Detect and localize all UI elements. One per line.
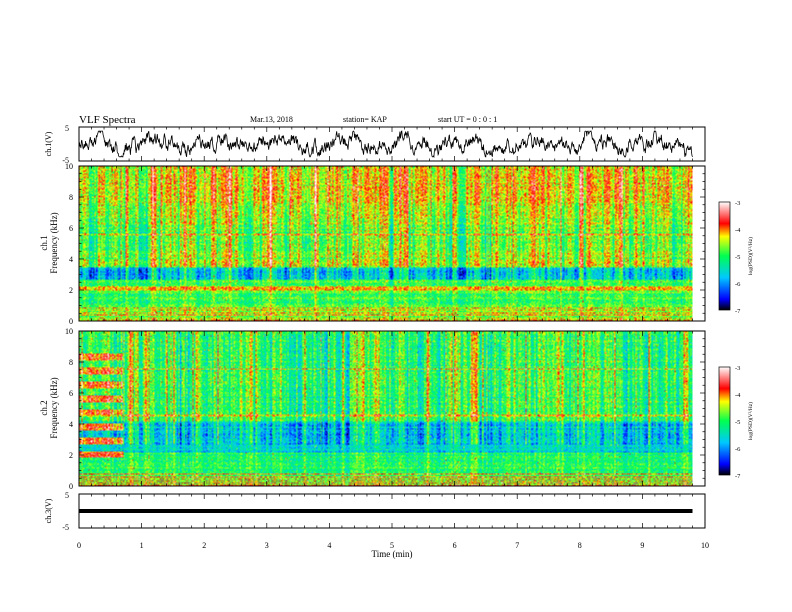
ch1-colorbar: -3 -4 -5 -6 -7 log(PSD)(V²/Hz): [718, 200, 754, 315]
ch2-spectrogram-panel: 0 2 4 6 8 10 ch.2 Frequency (kHz): [39, 327, 706, 491]
ch2-colorbar: -3 -4 -5 -6 -7 log(PSD)(V²/Hz): [718, 365, 754, 480]
ch3-ytick-bottom: -5: [62, 523, 69, 532]
ch2-spectrogram-ticks: 0 2 4 6 8 10: [65, 327, 706, 491]
ch1-spec-ytick-label: 0: [69, 317, 73, 326]
ch1-cbar-tick-m4: -4: [735, 227, 741, 234]
ch2-spectrogram-image: [79, 331, 693, 486]
x-tick-label: 4: [327, 541, 331, 550]
ch1-spec-ylabel-frequency: Frequency (kHz): [49, 212, 59, 273]
ch1-cbar-tick-m3: -3: [735, 200, 740, 207]
ch2-cbar-tick-m3: -3: [735, 365, 740, 372]
ch2-spec-ylabel-channel: ch.2: [39, 400, 49, 415]
ch2-colorbar-ramp: [718, 366, 731, 476]
ch2-cbar-tick-m6: -6: [735, 446, 741, 453]
ch2-spec-ytick-label: 2: [69, 451, 73, 460]
ch3-ytick-top: 5: [65, 491, 69, 500]
ch2-cbar-tick-m4: -4: [735, 392, 741, 399]
ch1-waveform-x-ticks: [78, 127, 706, 161]
x-tick-label: 9: [640, 541, 644, 550]
ch1-waveform-ylabel: ch.1(V): [44, 131, 53, 156]
ch1-spec-ytick-label: 10: [65, 162, 73, 171]
ch3-waveform-ylabel: ch.3(V): [44, 498, 53, 523]
ch1-spectrogram-panel: 0 2 4 6 8 10 ch.1 Frequency (kHz): [39, 162, 706, 326]
ch2-spec-ytick-label: 0: [69, 482, 73, 491]
ch2-spec-ylabel-frequency: Frequency (kHz): [49, 377, 59, 438]
ch1-spectrogram-ticks: 0 2 4 6 8 10: [65, 162, 706, 326]
header-station: station= KAP: [343, 115, 387, 124]
ch1-ytick-bottom: -5: [62, 156, 69, 165]
ch2-spec-ytick-label: 10: [65, 327, 73, 336]
x-tick-label: 6: [453, 541, 457, 550]
x-tick-label: 8: [578, 541, 582, 550]
ch1-spec-ytick-label: 6: [69, 224, 73, 233]
ch3-waveform-panel: 5 -5 ch.3(V): [44, 491, 706, 532]
x-tick-label: 7: [515, 541, 519, 550]
header-start-time: start UT = 0 : 0 : 1: [438, 115, 497, 124]
ch1-ytick-top: 5: [65, 124, 69, 133]
x-tick-label: 1: [140, 541, 144, 550]
ch1-spec-ylabel-channel: ch.1: [39, 235, 49, 250]
ch2-cbar-tick-m5: -5: [735, 419, 740, 426]
x-tick-label: 2: [202, 541, 206, 550]
ch1-waveform-line: [78, 130, 693, 159]
ch1-colorbar-label: log(PSD)(V²/Hz): [747, 237, 754, 275]
ch1-spec-ytick-label: 2: [69, 286, 73, 295]
ch2-cbar-tick-m7: -7: [735, 473, 741, 480]
ch1-cbar-tick-m7: -7: [735, 308, 741, 315]
x-tick-label: 5: [390, 541, 394, 550]
x-tick-label: 3: [265, 541, 269, 550]
ch1-waveform-panel: 5 -5 ch.1(V): [44, 124, 706, 165]
ch1-spec-ytick-label: 8: [69, 193, 73, 202]
ch1-cbar-tick-m5: -5: [735, 254, 740, 261]
x-tick-label: 10: [701, 541, 709, 550]
ch1-spectrogram-image: [79, 166, 693, 321]
ch3-waveform-x-ticks: [78, 494, 706, 528]
ch1-spec-ytick-label: 4: [69, 255, 73, 264]
figure-title: VLF Spectra: [79, 114, 136, 126]
header-date: Mar.13, 2018: [250, 115, 293, 124]
ch2-spec-ytick-label: 8: [69, 358, 73, 367]
ch1-waveform-series: [78, 130, 693, 159]
x-axis-tick-labels: 0 1 2 3 4 5 6 7 8 9 10: [77, 541, 709, 550]
ch1-cbar-tick-m6: -6: [735, 281, 741, 288]
x-axis-label: Time (min): [372, 549, 413, 559]
ch2-spec-ytick-label: 4: [69, 420, 73, 429]
ch2-spec-ytick-label: 6: [69, 389, 73, 398]
ch2-colorbar-label: log(PSD)(V²/Hz): [747, 402, 754, 440]
ch3-waveform-series: [79, 509, 693, 513]
x-tick-label: 0: [77, 541, 81, 550]
ch1-colorbar-ramp: [718, 201, 731, 311]
